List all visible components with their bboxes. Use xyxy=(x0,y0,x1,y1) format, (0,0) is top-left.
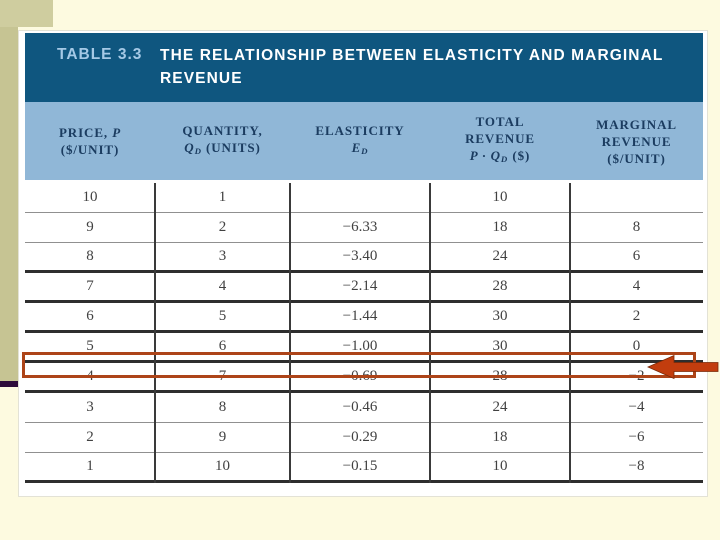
cell-elasticity: −0.29 xyxy=(342,429,378,445)
header-text: QUANTITY, xyxy=(182,122,263,138)
cell-qty: 10 xyxy=(215,458,230,474)
cell-tr: 30 xyxy=(492,308,508,324)
highlight-arrow-icon xyxy=(647,354,719,380)
cell-tr: 28 xyxy=(492,278,508,294)
column-divider xyxy=(569,183,571,483)
cell-elasticity: −3.40 xyxy=(342,248,378,264)
table-title-line1: THE RELATIONSHIP BETWEEN ELASTICITY AND … xyxy=(160,47,664,64)
cell-mr: −6 xyxy=(628,429,645,445)
data-grid-rows: 10 1 10 9 2 −6.33 18 8 8 3 −3.40 24 6 7 4 −2.14 28 4 6 5 −1.… xyxy=(25,183,703,483)
header-var: Q xyxy=(184,139,195,155)
cell-mr: 2 xyxy=(632,308,641,324)
table-title-bar: TABLE 3.3 THE RELATIONSHIP BETWEEN ELAST… xyxy=(25,33,703,102)
cell-price: 8 xyxy=(86,248,94,264)
column-header-total-revenue: TOTAL REVENUE P · QD ($) xyxy=(430,113,570,168)
table-title: THE RELATIONSHIP BETWEEN ELASTICITY AND … xyxy=(160,44,663,90)
table-row: 5 6 −1.00 30 0 xyxy=(25,333,703,363)
cell-elasticity xyxy=(290,183,430,212)
cell-price: 2 xyxy=(86,429,94,445)
cell-price: 7 xyxy=(86,278,94,294)
cell-price: 10 xyxy=(82,189,98,205)
header-sub: D xyxy=(500,154,509,165)
table-label: TABLE 3.3 xyxy=(57,46,143,63)
header-sub: D xyxy=(194,146,202,157)
cell-price: 6 xyxy=(86,308,94,324)
cell-elasticity: −0.46 xyxy=(342,399,378,415)
cell-mr: −8 xyxy=(628,458,645,474)
cell-mr xyxy=(570,183,703,212)
cell-elasticity: −6.33 xyxy=(342,219,378,235)
header-var: E xyxy=(351,139,362,155)
table-row: 1 10 −0.15 10 −8 xyxy=(25,453,703,483)
header-unit: (UNITS) xyxy=(201,139,261,155)
column-header-band: PRICE, P ($/UNIT) QUANTITY, QD (UNITS) E… xyxy=(25,102,703,180)
cell-tr: 24 xyxy=(492,399,508,415)
cell-mr: 8 xyxy=(632,219,641,235)
header-text: ELASTICITY xyxy=(315,122,405,138)
header-var: P · Q xyxy=(469,148,501,164)
cell-price: 3 xyxy=(86,399,94,415)
column-header-price: PRICE, P ($/UNIT) xyxy=(25,124,155,158)
header-unit: ($) xyxy=(508,148,531,164)
cell-qty: 2 xyxy=(218,219,227,235)
cell-tr: 18 xyxy=(492,429,508,445)
accent-horizontal-rule xyxy=(0,381,18,387)
column-divider xyxy=(289,183,291,483)
table-title-line2: REVENUE xyxy=(160,70,243,87)
table-row: 8 3 −3.40 24 6 xyxy=(25,243,703,273)
header-text: MARGINAL xyxy=(596,116,677,132)
cell-qty: 3 xyxy=(218,248,227,264)
cell-mr: 4 xyxy=(632,278,641,294)
cell-mr: 0 xyxy=(632,338,641,354)
cell-price: 1 xyxy=(86,458,94,474)
header-unit: ($/UNIT) xyxy=(607,150,666,166)
cell-qty: 9 xyxy=(218,429,227,445)
cell-elasticity: −1.44 xyxy=(342,308,378,324)
header-text: PRICE, xyxy=(58,125,113,140)
highlight-box xyxy=(22,352,696,378)
column-divider xyxy=(429,183,431,483)
table-row: 3 8 −0.46 24 −4 xyxy=(25,393,703,423)
cell-tr: 10 xyxy=(492,458,508,474)
cell-qty: 8 xyxy=(218,399,227,415)
cell-tr: 18 xyxy=(492,219,508,235)
table-row: 2 9 −0.29 18 −6 xyxy=(25,423,703,453)
column-header-marginal-revenue: MARGINAL REVENUE ($/UNIT) xyxy=(570,116,703,167)
cell-tr: 30 xyxy=(492,338,508,354)
table-row: 9 2 −6.33 18 8 xyxy=(25,213,703,243)
column-divider xyxy=(154,183,156,483)
cell-qty: 4 xyxy=(218,278,227,294)
cell-mr: −4 xyxy=(628,399,645,415)
column-header-quantity: QUANTITY, QD (UNITS) xyxy=(155,122,290,160)
header-unit: ($/UNIT) xyxy=(60,142,120,157)
cell-elasticity: −0.15 xyxy=(342,458,378,474)
cell-price: 9 xyxy=(86,219,94,235)
table-row: 10 1 10 xyxy=(25,183,703,213)
table-row: 7 4 −2.14 28 4 xyxy=(25,273,703,303)
cell-tr: 10 xyxy=(492,189,508,205)
header-sub: D xyxy=(361,146,369,157)
header-var: P xyxy=(112,125,122,140)
cell-elasticity: −1.00 xyxy=(342,338,378,354)
header-text: TOTAL xyxy=(475,114,525,130)
accent-corner-block xyxy=(0,0,53,27)
header-text: REVENUE xyxy=(601,133,672,149)
cell-mr: 6 xyxy=(632,248,641,264)
column-header-elasticity: ELASTICITY ED xyxy=(290,122,430,160)
accent-left-band xyxy=(0,0,18,382)
cell-qty: 1 xyxy=(218,189,227,205)
header-text: REVENUE xyxy=(465,131,535,147)
cell-tr: 24 xyxy=(492,248,508,264)
table-row: 6 5 −1.44 30 2 xyxy=(25,303,703,333)
cell-qty: 5 xyxy=(218,308,227,324)
cell-elasticity: −2.14 xyxy=(342,278,378,294)
cell-qty: 6 xyxy=(218,338,227,354)
cell-price: 5 xyxy=(86,338,94,354)
